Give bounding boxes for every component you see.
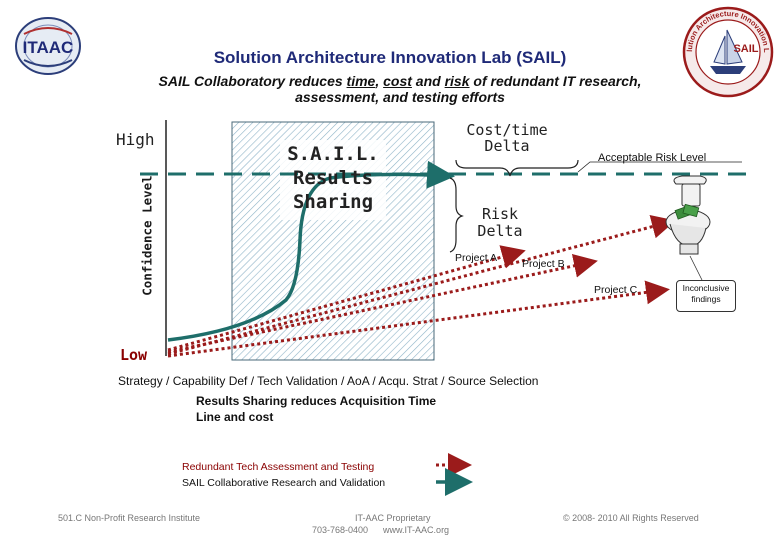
footer-middle-line2: 703-768-0400 www.IT-AAC.org xyxy=(312,525,450,535)
subtitle-time: time xyxy=(346,73,376,89)
subtitle-line2: assessment, and testing efforts xyxy=(295,89,505,105)
footer-middle-line1: IT-AAC Proprietary xyxy=(355,513,431,523)
phases-text: Strategy / Capability Def / Tech Validat… xyxy=(118,374,539,388)
project-a-line xyxy=(167,245,526,352)
subtitle-part: SAIL Collaboratory reduces xyxy=(158,73,347,89)
project-c-line-low xyxy=(167,280,670,358)
cost-time-delta-line: Cost/time xyxy=(466,121,548,139)
project-c-line xyxy=(167,214,676,356)
toilet-icon xyxy=(665,175,711,255)
acceptable-risk-label: Acceptable Risk Level xyxy=(598,152,707,164)
high-label: High xyxy=(116,130,155,149)
legend-teal-label: SAIL Collaborative Research and Validati… xyxy=(182,477,386,489)
itaac-logo: ITAAC xyxy=(15,17,81,75)
risk-delta-brace xyxy=(449,177,464,253)
low-label: Low xyxy=(120,346,148,364)
cost-time-delta-line: Delta xyxy=(484,137,530,155)
acceptable-risk-callout xyxy=(577,161,742,173)
footer-left: 501.C Non-Profit Research Institute xyxy=(58,513,201,523)
sail-results-box xyxy=(280,140,386,220)
legend-red-label: Redundant Tech Assessment and Testing xyxy=(182,461,375,473)
risk-delta-line: Delta xyxy=(477,222,523,240)
sail-results-label: S.A.I.L. Results Sharing xyxy=(268,142,398,214)
sail-logo-center-text: SAIL xyxy=(733,43,758,55)
sail-results-line: S.A.I.L. xyxy=(287,143,379,165)
project-b-line xyxy=(167,253,598,354)
subtitle-part: , xyxy=(375,73,384,89)
sail-results-line: Results xyxy=(292,167,374,189)
sail-results-line: Sharing xyxy=(292,191,374,213)
page-title: Solution Architecture Innovation Lab (SA… xyxy=(213,48,567,67)
sail-logo: SAIL Solution Architecture Innovation La… xyxy=(680,4,774,98)
inconclusive-findings-box: Inconclusive findings xyxy=(676,280,736,312)
risk-delta-line: Risk xyxy=(481,205,519,223)
page-subtitle: SAIL Collaboratory reduces time, cost an… xyxy=(110,73,690,105)
y-axis-label: Confidence Level xyxy=(139,175,155,296)
subtitle-part: of redundant IT research, xyxy=(469,73,642,89)
subtitle-cost: cost xyxy=(383,73,412,89)
itaac-logo-text: ITAAC xyxy=(23,38,74,57)
inconclusive-connector xyxy=(689,255,703,281)
cost-time-delta-label: Cost/time Delta xyxy=(452,122,562,154)
sail-s-curve xyxy=(167,160,455,342)
footer-right: © 2008- 2010 All Rights Reserved xyxy=(563,513,699,523)
risk-delta-label: Risk Delta xyxy=(470,206,530,240)
results-statement-line2: Line and cost xyxy=(196,410,274,424)
project-a-label: Project A xyxy=(455,252,498,264)
subtitle-risk: risk xyxy=(444,73,470,89)
results-statement-line1: Results Sharing reduces Acquisition Time xyxy=(196,394,437,408)
cost-time-delta-brace xyxy=(455,159,579,177)
project-b-label: Project B xyxy=(522,258,565,270)
subtitle-part: and xyxy=(411,73,445,89)
project-c-label: Project C xyxy=(594,284,638,296)
inconclusive-line: findings xyxy=(691,294,721,304)
inconclusive-line: Inconclusive xyxy=(682,283,730,293)
